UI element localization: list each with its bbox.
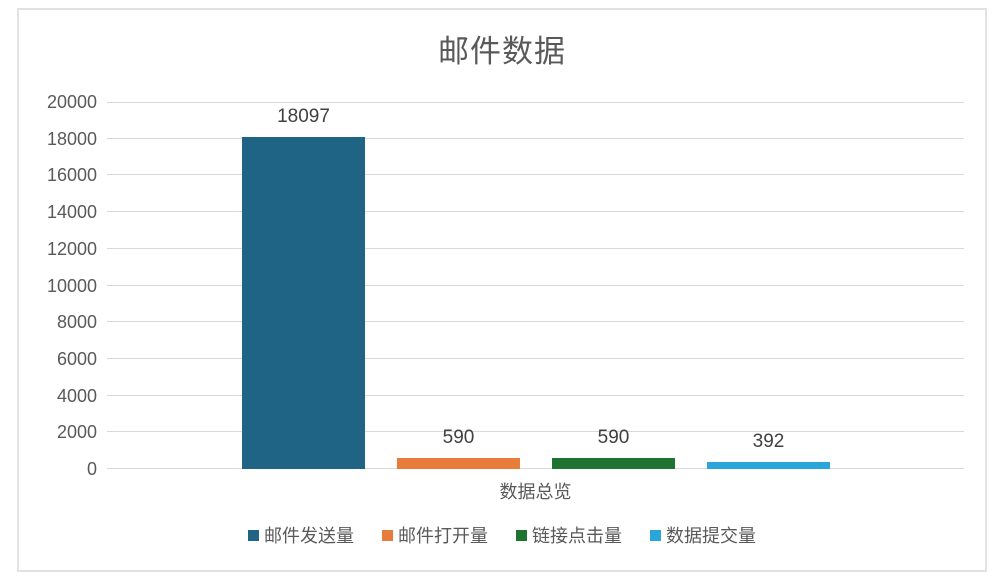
bar-data-submissions[interactable] [707,462,830,469]
gridline [107,468,964,469]
gridline [107,102,964,103]
y-tick-label: 4000 [56,385,97,406]
bar-value-label-email-sent: 18097 [277,106,330,127]
gridline [107,431,964,433]
y-tick-label: 2000 [56,422,97,443]
y-tick-label: 8000 [56,312,97,333]
y-tick-label: 12000 [46,238,97,259]
legend: 邮件发送量 邮件打开量 链接点击量 数据提交量 [19,522,985,548]
bar-value-label-link-clicks: 590 [597,427,630,448]
bar-value-label-email-opened: 590 [442,427,475,448]
gridline [107,321,964,323]
y-tick-label: 16000 [46,165,97,186]
plot-area: 18097 590 590 392 [107,102,964,469]
gridline [107,247,964,249]
legend-item-email-opened[interactable]: 邮件打开量 [382,522,488,548]
gridline [107,394,964,396]
chart-title: 邮件数据 [438,34,566,69]
y-tick-label: 6000 [56,348,97,369]
legend-marker-email-sent [248,529,259,541]
y-tick-label: 20000 [46,92,97,112]
legend-marker-email-opened [382,529,393,541]
legend-item-email-sent[interactable]: 邮件发送量 [248,522,354,548]
bar-email-opened[interactable] [397,458,520,469]
gridline [107,211,964,213]
bar-value-label-data-submissions: 392 [752,431,785,452]
legend-label-data-submissions: 数据提交量 [666,526,756,546]
legend-label-email-sent: 邮件发送量 [264,526,354,546]
y-tick-label: 10000 [46,275,97,296]
bar-link-clicks[interactable] [552,458,675,469]
gridline [107,137,964,139]
bar-email-sent[interactable] [242,137,365,469]
y-tick-label: 0 [86,459,97,479]
gridline [107,357,964,359]
gridline [107,174,964,176]
y-tick-label: 14000 [46,202,97,223]
y-tick-label: 18000 [46,128,97,149]
legend-marker-data-submissions [650,529,661,541]
legend-item-data-submissions[interactable]: 数据提交量 [650,522,756,548]
legend-label-link-clicks: 链接点击量 [532,526,622,546]
legend-item-link-clicks[interactable]: 链接点击量 [516,522,622,548]
chart-frame: 邮件数据 0 2000 4000 6000 8000 10000 12000 14000 160… [17,8,987,572]
x-axis-category-label: 数据总览 [499,482,572,502]
gridline [107,284,964,286]
legend-label-email-opened: 邮件打开量 [398,526,488,546]
y-axis: 0 2000 4000 6000 8000 10000 12000 14000 16000 180… [19,92,97,479]
legend-marker-link-clicks [516,529,527,541]
